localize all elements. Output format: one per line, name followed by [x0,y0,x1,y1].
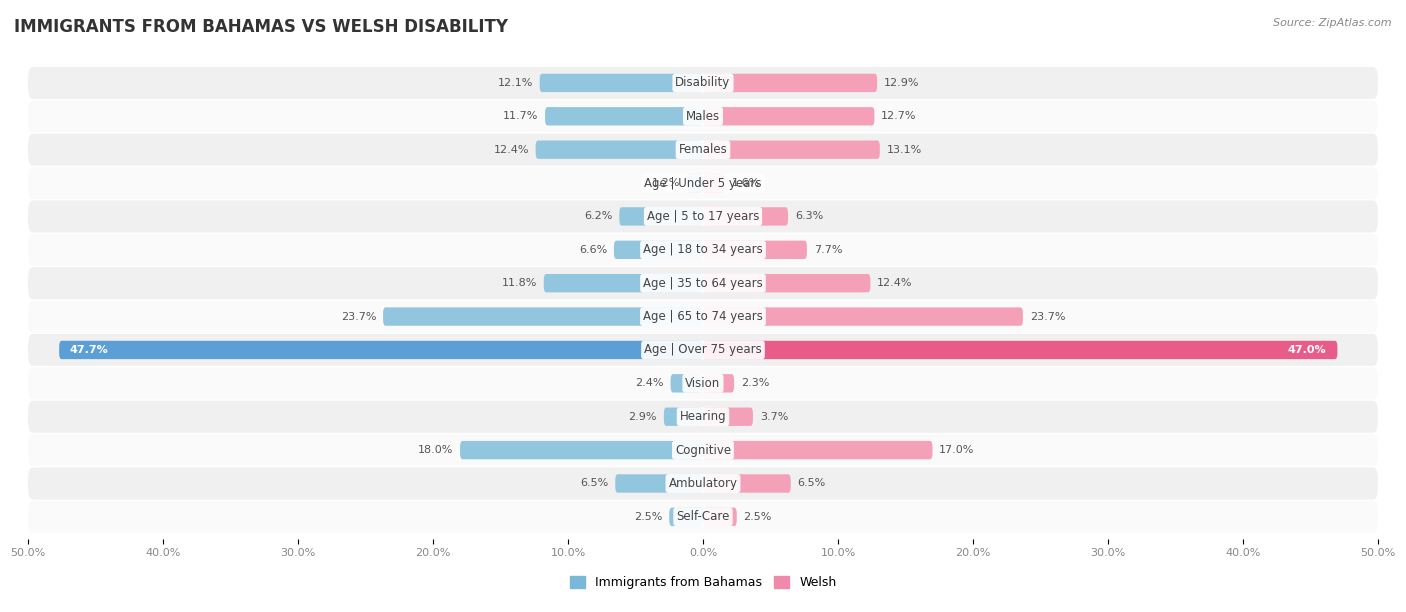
FancyBboxPatch shape [703,107,875,125]
Text: 13.1%: 13.1% [887,144,922,155]
FancyBboxPatch shape [460,441,703,459]
Text: 11.8%: 11.8% [502,278,537,288]
FancyBboxPatch shape [703,341,1337,359]
Text: 12.4%: 12.4% [494,144,529,155]
Text: 1.6%: 1.6% [731,178,759,188]
FancyBboxPatch shape [28,300,1378,332]
Text: 12.7%: 12.7% [882,111,917,121]
Text: 2.5%: 2.5% [744,512,772,522]
FancyBboxPatch shape [59,341,703,359]
FancyBboxPatch shape [703,474,790,493]
Text: 17.0%: 17.0% [939,445,974,455]
Text: 12.4%: 12.4% [877,278,912,288]
Text: 12.1%: 12.1% [498,78,533,88]
Text: Hearing: Hearing [679,410,727,424]
Text: Age | Over 75 years: Age | Over 75 years [644,343,762,356]
FancyBboxPatch shape [703,207,787,226]
FancyBboxPatch shape [540,73,703,92]
Text: 6.2%: 6.2% [583,211,613,222]
Text: 12.9%: 12.9% [884,78,920,88]
Text: 1.2%: 1.2% [651,178,681,188]
FancyBboxPatch shape [28,267,1378,299]
FancyBboxPatch shape [664,408,703,426]
FancyBboxPatch shape [544,274,703,293]
Text: Disability: Disability [675,76,731,89]
FancyBboxPatch shape [546,107,703,125]
FancyBboxPatch shape [28,367,1378,400]
FancyBboxPatch shape [28,167,1378,199]
FancyBboxPatch shape [703,274,870,293]
Text: 2.4%: 2.4% [636,378,664,389]
Text: Age | Under 5 years: Age | Under 5 years [644,176,762,190]
Text: Ambulatory: Ambulatory [668,477,738,490]
Text: 2.3%: 2.3% [741,378,769,389]
FancyBboxPatch shape [703,374,734,392]
FancyBboxPatch shape [619,207,703,226]
FancyBboxPatch shape [28,501,1378,533]
Text: 18.0%: 18.0% [418,445,453,455]
Text: Age | 65 to 74 years: Age | 65 to 74 years [643,310,763,323]
FancyBboxPatch shape [703,307,1024,326]
Text: Females: Females [679,143,727,156]
FancyBboxPatch shape [703,73,877,92]
Text: 6.6%: 6.6% [579,245,607,255]
FancyBboxPatch shape [28,100,1378,132]
FancyBboxPatch shape [28,234,1378,266]
Legend: Immigrants from Bahamas, Welsh: Immigrants from Bahamas, Welsh [565,572,841,594]
Text: Males: Males [686,110,720,123]
Text: Vision: Vision [685,377,721,390]
FancyBboxPatch shape [28,468,1378,499]
Text: 47.7%: 47.7% [70,345,108,355]
Text: Cognitive: Cognitive [675,444,731,457]
FancyBboxPatch shape [669,508,703,526]
Text: IMMIGRANTS FROM BAHAMAS VS WELSH DISABILITY: IMMIGRANTS FROM BAHAMAS VS WELSH DISABIL… [14,18,508,36]
FancyBboxPatch shape [703,508,737,526]
Text: 7.7%: 7.7% [814,245,842,255]
FancyBboxPatch shape [382,307,703,326]
FancyBboxPatch shape [28,401,1378,433]
Text: Age | 5 to 17 years: Age | 5 to 17 years [647,210,759,223]
Text: 6.3%: 6.3% [794,211,823,222]
FancyBboxPatch shape [536,141,703,159]
FancyBboxPatch shape [671,374,703,392]
FancyBboxPatch shape [703,141,880,159]
FancyBboxPatch shape [28,200,1378,233]
Text: 23.7%: 23.7% [1029,312,1066,321]
Text: 2.5%: 2.5% [634,512,662,522]
Text: 3.7%: 3.7% [759,412,789,422]
Text: Self-Care: Self-Care [676,510,730,523]
Text: Age | 35 to 64 years: Age | 35 to 64 years [643,277,763,289]
FancyBboxPatch shape [614,241,703,259]
FancyBboxPatch shape [703,441,932,459]
Text: 47.0%: 47.0% [1288,345,1327,355]
FancyBboxPatch shape [28,334,1378,366]
Text: Age | 18 to 34 years: Age | 18 to 34 years [643,244,763,256]
FancyBboxPatch shape [703,174,724,192]
FancyBboxPatch shape [616,474,703,493]
Text: 11.7%: 11.7% [503,111,538,121]
Text: Source: ZipAtlas.com: Source: ZipAtlas.com [1274,18,1392,28]
FancyBboxPatch shape [28,67,1378,99]
FancyBboxPatch shape [686,174,703,192]
FancyBboxPatch shape [28,434,1378,466]
Text: 2.9%: 2.9% [628,412,657,422]
FancyBboxPatch shape [703,408,754,426]
Text: 6.5%: 6.5% [581,479,609,488]
FancyBboxPatch shape [703,241,807,259]
Text: 6.5%: 6.5% [797,479,825,488]
FancyBboxPatch shape [28,133,1378,166]
Text: 23.7%: 23.7% [340,312,377,321]
